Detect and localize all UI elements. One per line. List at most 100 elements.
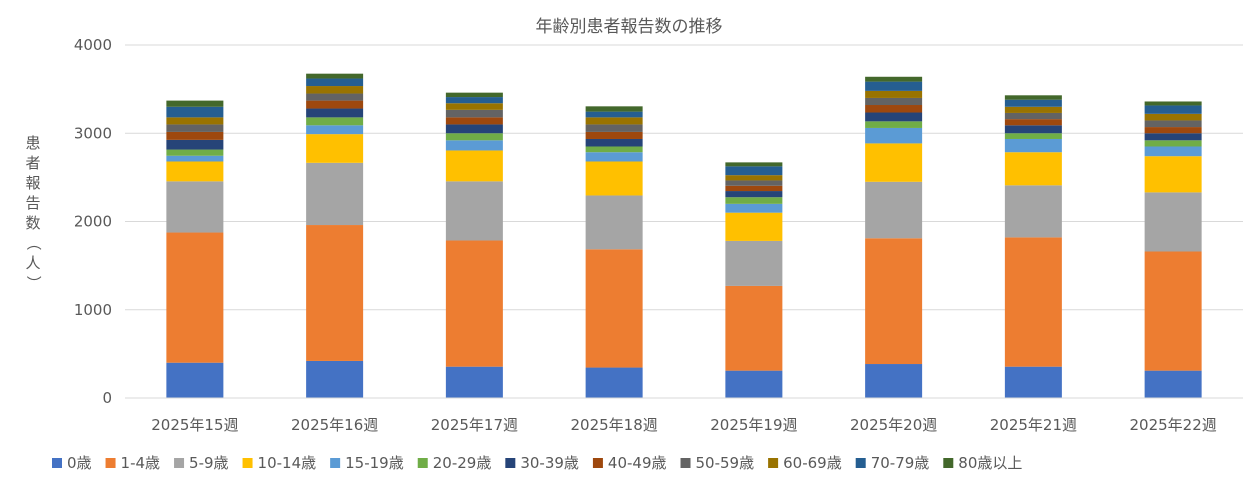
x-tick-label: 2025年17週 xyxy=(431,416,518,434)
legend: 0歳 1-4歳 5-9歳 10-14歳 15-19歳 20-29歳 30-39歳 40-49歳… xyxy=(52,454,1022,472)
bar-segment xyxy=(306,117,364,126)
legend-item: 0歳 xyxy=(52,454,92,472)
bar-segment xyxy=(1004,112,1062,120)
bar-segment xyxy=(865,97,923,106)
bar-segment xyxy=(725,175,783,181)
bar-segment xyxy=(1144,146,1202,157)
bar-segment xyxy=(725,166,783,176)
bar-stack xyxy=(1004,95,1062,398)
legend-label: 70-79歳 xyxy=(871,454,930,472)
bars xyxy=(166,73,1202,398)
bar-segment xyxy=(1144,251,1202,371)
bar-segment xyxy=(1144,113,1202,121)
bar-segment xyxy=(1004,95,1062,100)
legend-label: 15-19歳 xyxy=(345,454,404,472)
bar-segment xyxy=(865,112,923,122)
bar-segment xyxy=(445,109,503,118)
legend-item: 5-9歳 xyxy=(174,454,229,472)
bar-segment xyxy=(585,195,643,250)
bar-segment xyxy=(865,127,923,144)
bar-segment xyxy=(865,105,923,113)
bar-stack xyxy=(1144,101,1202,398)
y-tick-label: 0 xyxy=(102,389,112,407)
legend-swatch xyxy=(855,458,866,468)
legend-label: 50-59歳 xyxy=(696,454,755,472)
bar-segment xyxy=(585,117,643,125)
bar-segment xyxy=(585,367,643,398)
legend-label: 0歳 xyxy=(67,454,92,472)
bar-segment xyxy=(585,106,643,112)
bar-segment xyxy=(1004,152,1062,186)
legend-swatch xyxy=(330,458,341,468)
bar-segment xyxy=(1144,105,1202,114)
bar-segment xyxy=(306,93,364,101)
bar-stack xyxy=(865,76,923,398)
bar-segment xyxy=(865,90,923,98)
bar-stack xyxy=(445,92,503,398)
bar-stack xyxy=(306,73,364,398)
legend-item: 10-14歳 xyxy=(242,454,317,472)
bar-segment xyxy=(445,97,503,104)
legend-item: 50-59歳 xyxy=(680,454,755,472)
x-tick-label: 2025年19週 xyxy=(710,416,797,434)
bar-segment xyxy=(1144,140,1202,147)
legend-swatch xyxy=(680,458,691,468)
bar-stack xyxy=(166,100,224,398)
bar-segment xyxy=(445,150,503,182)
legend-item: 1-4歳 xyxy=(105,454,160,472)
bar-segment xyxy=(166,117,224,125)
y-axis-title-paren: ） xyxy=(25,275,43,290)
bar-segment xyxy=(1004,125,1062,134)
bar-segment xyxy=(445,133,503,141)
legend-swatch xyxy=(242,458,253,468)
bar-segment xyxy=(1004,366,1062,398)
bar-segment xyxy=(725,197,783,204)
bar-segment xyxy=(1004,99,1062,107)
bar-segment xyxy=(166,181,224,233)
y-tick-label: 2000 xyxy=(74,213,112,231)
bar-segment xyxy=(306,360,364,398)
bar-segment xyxy=(1004,185,1062,238)
bar-segment xyxy=(865,81,923,91)
bar-segment xyxy=(725,203,783,213)
bar-segment xyxy=(585,124,643,132)
bar-segment xyxy=(1004,133,1062,139)
bar-segment xyxy=(306,78,364,87)
bar-segment xyxy=(585,152,643,162)
y-axis-title: 患者報告数人 xyxy=(25,134,40,272)
bar-stack xyxy=(725,162,783,398)
x-axis-ticks: 2025年15週 2025年16週 2025年17週 2025年18週 2025年19週… xyxy=(151,416,1217,434)
bar-segment xyxy=(445,92,503,98)
bar-segment xyxy=(1144,156,1202,193)
bar-segment xyxy=(445,103,503,110)
bar-segment xyxy=(445,124,503,134)
bar-segment xyxy=(585,138,643,147)
bar-segment xyxy=(865,76,923,82)
bar-segment xyxy=(725,180,783,186)
bar-segment xyxy=(166,139,224,150)
legend-swatch xyxy=(592,458,603,468)
bar-segment xyxy=(725,212,783,241)
y-tick-label: 3000 xyxy=(74,124,112,142)
bar-segment xyxy=(306,134,364,163)
bar-segment xyxy=(1004,119,1062,126)
bar-segment xyxy=(1004,138,1062,153)
bar-segment xyxy=(445,366,503,398)
legend-swatch xyxy=(52,458,62,468)
legend-item: 20-29歳 xyxy=(417,454,491,472)
bar-segment xyxy=(306,73,364,79)
bar-segment xyxy=(725,162,783,167)
legend-label: 30-39歳 xyxy=(520,454,579,472)
x-tick-label: 2025年18週 xyxy=(570,416,657,434)
bar-segment xyxy=(865,364,923,398)
legend-label: 10-14歳 xyxy=(258,454,317,472)
x-tick-label: 2025年20週 xyxy=(850,416,937,434)
bar-segment xyxy=(445,117,503,125)
bar-segment xyxy=(166,131,224,140)
bar-segment xyxy=(725,185,783,192)
bar-segment xyxy=(166,149,224,156)
bar-segment xyxy=(725,370,783,398)
bar-segment xyxy=(166,232,224,363)
bar-segment xyxy=(1004,106,1062,113)
bar-segment xyxy=(1144,127,1202,134)
